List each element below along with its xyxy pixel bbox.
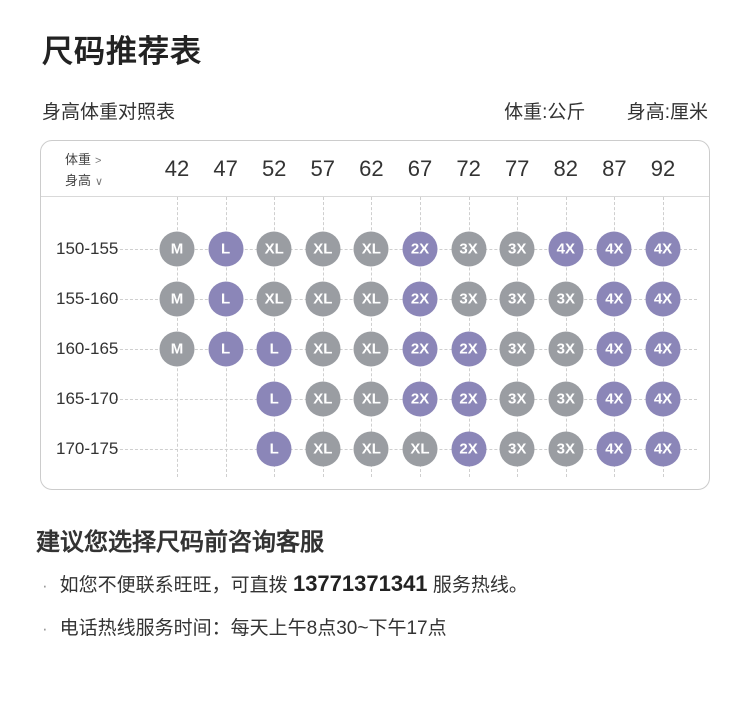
size-badge: XL: [256, 281, 292, 317]
arrow-right-icon: >: [95, 155, 102, 167]
size-table: 体重 > 身高 ∨ 42 47 52 57 62 67 72 77 82 87 92 150-155 M L…: [40, 140, 710, 490]
height-range-label: 160-165: [56, 339, 119, 358]
size-badge: 3X: [499, 331, 535, 367]
weight-header-value: 42: [164, 156, 190, 181]
table-corner-label: 体重 > 身高 ∨: [65, 150, 103, 192]
size-badge: XL: [353, 381, 389, 417]
table-body: 150-155 M L XL XL XL 2X 3X 3X 4X 4X 4X 155-160 M L XL XL…: [41, 197, 709, 489]
bullet-icon: ·: [42, 619, 48, 638]
corner-weight-line: 体重 >: [65, 150, 103, 171]
size-badge: 4X: [596, 431, 632, 467]
table-row: 160-165 M L L XL XL 2X 2X 3X 3X 4X 4X: [41, 324, 709, 374]
advice-line2-text: 电话热线服务时间：每天上午8点30~下午17点: [59, 618, 447, 639]
weight-header-value: 62: [359, 156, 384, 181]
corner-height-line: 身高 ∨: [65, 171, 103, 192]
size-badge: XL: [305, 281, 341, 317]
size-badge: 3X: [499, 231, 535, 267]
size-badge: L: [256, 431, 292, 467]
size-badge: 3X: [548, 281, 584, 317]
size-badge: 3X: [499, 381, 535, 417]
size-badge: L: [208, 281, 244, 317]
size-badge: 4X: [645, 431, 681, 467]
weight-header-value: 67: [407, 156, 433, 181]
size-badge: 4X: [645, 281, 681, 317]
height-range-label: 150-155: [56, 239, 119, 258]
corner-height-label: 身高: [65, 173, 92, 188]
size-badge: XL: [402, 431, 438, 467]
height-range-label: 170-175: [56, 439, 119, 458]
table-row: 150-155 M L XL XL XL 2X 3X 3X 4X 4X 4X: [41, 224, 709, 274]
size-badge: M: [159, 281, 195, 317]
size-badge: XL: [305, 331, 341, 367]
size-badge: 4X: [596, 331, 632, 367]
size-badge: L: [256, 381, 292, 417]
size-badge: 4X: [645, 381, 681, 417]
size-badge: 2X: [402, 331, 438, 367]
size-badge: XL: [256, 231, 292, 267]
size-badge: 3X: [548, 431, 584, 467]
size-badge: 2X: [451, 381, 487, 417]
weight-header-value: 82: [553, 156, 579, 181]
size-badge: XL: [305, 231, 341, 267]
size-badge: 4X: [596, 381, 632, 417]
size-badge: M: [159, 231, 195, 267]
arrow-down-icon: ∨: [95, 176, 104, 188]
table-subtitle: 身高体重对照表: [42, 102, 176, 123]
size-badge: 2X: [451, 331, 487, 367]
size-badge: XL: [305, 431, 341, 467]
size-badge: XL: [353, 431, 389, 467]
size-badge: 3X: [451, 231, 487, 267]
weight-header-value: 87: [602, 156, 627, 181]
table-row: 170-175 L XL XL XL 2X 3X 3X 4X 4X: [41, 424, 709, 474]
advice-line1-prefix: 如您不便联系旺旺，可直拨: [59, 575, 293, 596]
advice-line-hours: · 电话热线服务时间：每天上午8点30~下午17点: [42, 613, 447, 640]
size-badge: L: [256, 331, 292, 367]
height-range-label: 165-170: [56, 389, 119, 408]
size-badge: 3X: [548, 381, 584, 417]
height-unit-label: 身高:厘米: [626, 102, 708, 123]
table-row: 165-170 L XL XL 2X 2X 3X 3X 4X 4X: [41, 374, 709, 424]
height-range-label: 155-160: [56, 289, 119, 308]
advice-line-phone: · 如您不便联系旺旺，可直拨 13771371341 服务热线。: [42, 570, 528, 597]
size-badge: L: [208, 331, 244, 367]
bullet-icon: ·: [42, 576, 48, 595]
size-badge: 4X: [645, 231, 681, 267]
size-badge: 2X: [402, 281, 438, 317]
table-header: 体重 > 身高 ∨ 42 47 52 57 62 67 72 77 82 87 92: [41, 141, 709, 197]
size-badge: M: [159, 331, 195, 367]
weight-header-value: 52: [261, 156, 287, 181]
size-badge: XL: [353, 231, 389, 267]
size-badge: XL: [353, 281, 389, 317]
size-badge: 3X: [499, 281, 535, 317]
weight-header-value: 72: [456, 156, 481, 181]
unit-legend: 体重:公斤 身高:厘米: [504, 97, 708, 124]
size-badge: L: [208, 231, 244, 267]
size-badge: 3X: [548, 331, 584, 367]
weight-header-value: 47: [213, 156, 238, 181]
size-badge: 4X: [645, 331, 681, 367]
hotline-phone-number: 13771371341: [292, 571, 428, 596]
page-title: 尺码推荐表: [42, 34, 202, 69]
size-badge: 2X: [451, 431, 487, 467]
subtitle-row: 身高体重对照表 体重:公斤 身高:厘米: [42, 97, 708, 124]
table-rows: 150-155 M L XL XL XL 2X 3X 3X 4X 4X 4X 155-160 M L XL XL…: [41, 224, 709, 474]
size-badge: 4X: [596, 281, 632, 317]
weight-header-value: 92: [650, 156, 676, 181]
weight-header-value: 57: [310, 156, 336, 181]
corner-weight-label: 体重: [65, 152, 92, 167]
size-badge: 3X: [451, 281, 487, 317]
size-badge: XL: [353, 331, 389, 367]
advice-line1-suffix: 服务热线。: [427, 575, 528, 596]
table-row: 155-160 M L XL XL XL 2X 3X 3X 3X 4X 4X: [41, 274, 709, 324]
weight-unit-label: 体重:公斤: [504, 102, 586, 123]
size-badge: 3X: [499, 431, 535, 467]
size-badge: 2X: [402, 381, 438, 417]
size-badge: 2X: [402, 231, 438, 267]
size-badge: 4X: [596, 231, 632, 267]
weight-header-value: 77: [504, 156, 530, 181]
size-badge: 4X: [548, 231, 584, 267]
advice-heading: 建议您选择尺码前咨询客服: [36, 529, 324, 556]
size-badge: XL: [305, 381, 341, 417]
